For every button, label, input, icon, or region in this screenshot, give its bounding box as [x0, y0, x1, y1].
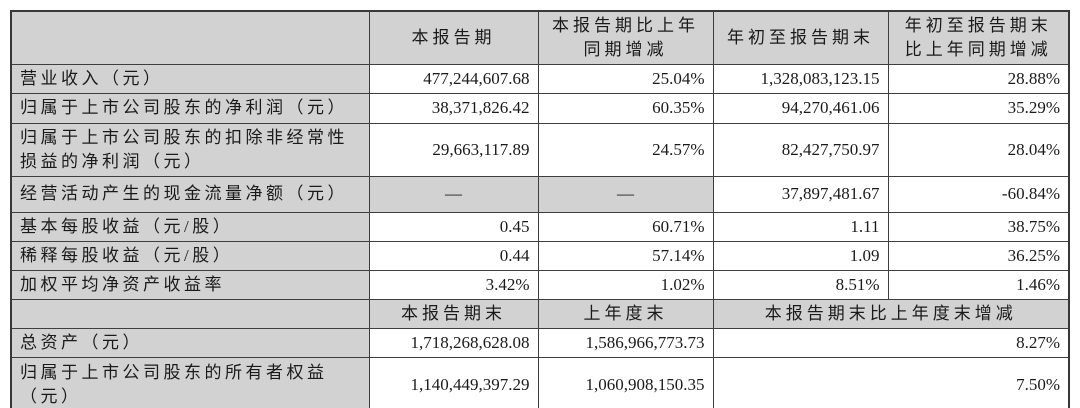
cell-value: 8.27%	[712, 328, 1070, 359]
cell-value: 1.09	[712, 240, 889, 272]
cell-value: 8.51%	[712, 269, 889, 301]
cell-value: 35.29%	[887, 93, 1070, 124]
cell-value: 1,140,449,397.29	[368, 357, 539, 408]
cell-value: 60.71%	[537, 211, 714, 242]
cell-value: 36.25%	[887, 240, 1070, 272]
header-current-period-end: 本报告期末	[368, 299, 539, 330]
cell-value: 37,897,481.67	[712, 175, 889, 213]
cell-value: 3.42%	[368, 269, 539, 301]
header-current-period: 本报告期	[368, 10, 539, 66]
cell-value: 38,371,826.42	[368, 93, 539, 124]
cell-value: 82,427,750.97	[712, 122, 889, 177]
cell-value: 28.04%	[887, 122, 1070, 177]
row-label: 基本每股收益（元/股）	[10, 211, 370, 242]
cell-value: 28.88%	[887, 64, 1070, 95]
row-label: 稀释每股收益（元/股）	[10, 240, 370, 272]
header-yoy-change: 本报告期比上年同期增减	[537, 10, 714, 66]
row-label: 营业收入（元）	[10, 64, 370, 95]
row-net-profit-excl-nonrecurring: 归属于上市公司股东的扣除非经常性损益的净利润（元） 29,663,117.89 …	[10, 122, 1070, 177]
cell-dash: —	[368, 175, 539, 213]
row-owners-equity: 归属于上市公司股东的所有者权益（元） 1,140,449,397.29 1,06…	[10, 357, 1070, 408]
header-prev-year-end: 上年度末	[537, 299, 714, 330]
cell-dash: —	[537, 175, 714, 213]
cell-value: 1,060,908,150.35	[537, 357, 714, 408]
cell-value: -60.84%	[887, 175, 1070, 213]
row-total-assets: 总资产（元） 1,718,268,628.08 1,586,966,773.73…	[10, 328, 1070, 359]
header-row-2: 本报告期末 上年度末 本报告期末比上年度末增减	[10, 299, 1070, 330]
cell-value: 1.46%	[887, 269, 1070, 301]
cell-value: 1.11	[712, 211, 889, 242]
row-label: 经营活动产生的现金流量净额（元）	[10, 175, 370, 213]
row-basic-eps: 基本每股收益（元/股） 0.45 60.71% 1.11 38.75%	[10, 211, 1070, 242]
cell-value: 60.35%	[537, 93, 714, 124]
cell-value: 94,270,461.06	[712, 93, 889, 124]
row-label: 加权平均净资产收益率	[10, 269, 370, 301]
row-revenue: 营业收入（元） 477,244,607.68 25.04% 1,328,083,…	[10, 64, 1070, 95]
row-label: 总资产（元）	[10, 328, 370, 359]
header-ytd-yoy-change: 年初至报告期末比上年同期增减	[887, 10, 1070, 66]
cell-value: 1.02%	[537, 269, 714, 301]
cell-value: 29,663,117.89	[368, 122, 539, 177]
financial-summary-table: 本报告期 本报告期比上年同期增减 年初至报告期末 年初至报告期末比上年同期增减 …	[10, 10, 1070, 408]
cell-value: 0.45	[368, 211, 539, 242]
header2-corner-cell	[10, 299, 370, 330]
row-label: 归属于上市公司股东的所有者权益（元）	[10, 357, 370, 408]
cell-value: 477,244,607.68	[368, 64, 539, 95]
cell-value: 25.04%	[537, 64, 714, 95]
header-end-change: 本报告期末比上年度末增减	[712, 299, 1070, 330]
row-diluted-eps: 稀释每股收益（元/股） 0.44 57.14% 1.09 36.25%	[10, 240, 1070, 272]
cell-value: 1,718,268,628.08	[368, 328, 539, 359]
row-weighted-avg-roe: 加权平均净资产收益率 3.42% 1.02% 8.51% 1.46%	[10, 269, 1070, 301]
row-net-profit: 归属于上市公司股东的净利润（元） 38,371,826.42 60.35% 94…	[10, 93, 1070, 124]
cell-value: 1,328,083,123.15	[712, 64, 889, 95]
cell-value: 7.50%	[712, 357, 1070, 408]
header-ytd: 年初至报告期末	[712, 10, 889, 66]
cell-value: 24.57%	[537, 122, 714, 177]
row-label: 归属于上市公司股东的扣除非经常性损益的净利润（元）	[10, 122, 370, 177]
header-corner-cell	[10, 10, 370, 66]
cell-value: 57.14%	[537, 240, 714, 272]
cell-value: 1,586,966,773.73	[537, 328, 714, 359]
row-label: 归属于上市公司股东的净利润（元）	[10, 93, 370, 124]
cell-value: 38.75%	[887, 211, 1070, 242]
row-operating-cash-flow: 经营活动产生的现金流量净额（元） — — 37,897,481.67 -60.8…	[10, 175, 1070, 213]
header-row-1: 本报告期 本报告期比上年同期增减 年初至报告期末 年初至报告期末比上年同期增减	[10, 10, 1070, 66]
cell-value: 0.44	[368, 240, 539, 272]
